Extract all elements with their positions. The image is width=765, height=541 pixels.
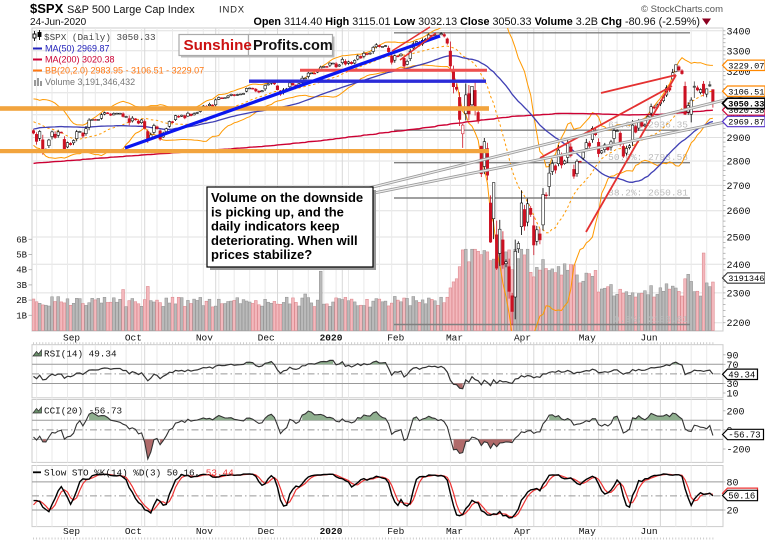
svg-text:Feb: Feb (387, 526, 404, 537)
svg-text:© StockCharts.com: © StockCharts.com (641, 4, 723, 15)
svg-text:Volume 3,191,346,432: Volume 3,191,346,432 (45, 77, 135, 87)
svg-text:Nov: Nov (196, 333, 213, 344)
svg-text:May: May (579, 333, 596, 344)
svg-text:4B: 4B (16, 266, 27, 276)
svg-text:90: 90 (727, 351, 739, 362)
svg-text:Profits.com: Profits.com (253, 38, 333, 54)
svg-text:10: 10 (727, 390, 739, 401)
svg-text:50.0%: 2793.58: 50.0%: 2793.58 (608, 152, 688, 163)
svg-text:Dec: Dec (258, 333, 275, 344)
svg-text:2300: 2300 (727, 289, 751, 300)
svg-text:May: May (579, 526, 596, 537)
svg-text:3106.51: 3106.51 (728, 87, 764, 97)
svg-text:200: 200 (727, 407, 745, 418)
svg-text:2900: 2900 (727, 134, 751, 145)
svg-text:3229.07: 3229.07 (728, 62, 764, 72)
svg-text:38.2%: 2650.81: 38.2%: 2650.81 (608, 188, 688, 199)
svg-text:$SPX (Daily) 3050.33: $SPX (Daily) 3050.33 (44, 32, 156, 43)
svg-text:Oct: Oct (125, 526, 142, 537)
svg-text:3191346: 3191346 (728, 274, 764, 284)
svg-text:3B: 3B (16, 281, 27, 291)
svg-text:Mar: Mar (446, 526, 463, 537)
svg-text:-200: -200 (727, 446, 751, 457)
svg-text:INDX: INDX (219, 5, 245, 16)
svg-text:Apr: Apr (514, 526, 531, 537)
svg-text:S&P 500 Large Cap Index: S&P 500 Large Cap Index (67, 4, 195, 16)
svg-text:deteriorating. When will: deteriorating. When will (211, 233, 358, 248)
svg-text:24-Jun-2020: 24-Jun-2020 (30, 17, 87, 28)
svg-text:30: 30 (727, 380, 739, 391)
svg-text:20: 20 (727, 507, 739, 518)
svg-text:MA(200) 3020.38: MA(200) 3020.38 (45, 55, 115, 65)
svg-text:70: 70 (727, 361, 739, 372)
svg-text:Sunshine: Sunshine (184, 37, 252, 54)
svg-text:2600: 2600 (727, 207, 751, 218)
svg-text:2020: 2020 (320, 526, 343, 537)
svg-text:Apr: Apr (514, 333, 531, 344)
svg-text:2400: 2400 (727, 261, 751, 272)
svg-text:Nov: Nov (196, 526, 213, 537)
svg-text:3020.38: 3020.38 (728, 106, 764, 116)
svg-text:RSI(14) 49.34: RSI(14) 49.34 (44, 349, 117, 360)
svg-text:Open 3114.40 High 3115.01 Low: Open 3114.40 High 3115.01 Low 3032.13 Cl… (253, 16, 700, 28)
svg-text:3050.33: 3050.33 (728, 100, 764, 110)
svg-text:Feb: Feb (387, 333, 404, 344)
svg-text:2B: 2B (16, 296, 27, 306)
svg-text:Slow STO %K(14) %D(3) 50.16, 5: Slow STO %K(14) %D(3) 50.16, 53.44 (44, 468, 234, 479)
svg-text:Sep: Sep (63, 526, 80, 537)
svg-text:-56.73: -56.73 (728, 431, 760, 441)
svg-text:$SPX: $SPX (30, 1, 64, 16)
svg-text:0.0%: 2188.61: 0.0%: 2188.61 (614, 314, 688, 325)
svg-text:CCI(20) -56.73: CCI(20) -56.73 (44, 406, 122, 417)
svg-text:is picking up, and the: is picking up, and the (211, 204, 344, 219)
svg-text:3400: 3400 (727, 27, 751, 38)
svg-text:daily indicators keep: daily indicators keep (211, 219, 340, 234)
svg-text:Sep: Sep (63, 333, 80, 344)
svg-text:2800: 2800 (727, 158, 751, 169)
svg-text:Mar: Mar (446, 333, 463, 344)
svg-text:MA(50) 2969.87: MA(50) 2969.87 (45, 44, 110, 54)
svg-text:Dec: Dec (258, 526, 275, 537)
svg-text:2020: 2020 (320, 333, 343, 344)
svg-text:Oct: Oct (125, 333, 142, 344)
svg-text:BB(20,2.0) 2983.95 - 3106.51 -: BB(20,2.0) 2983.95 - 3106.51 - 3229.07 (45, 66, 204, 76)
svg-text:50.16: 50.16 (728, 492, 755, 502)
svg-text:Jun: Jun (641, 333, 658, 344)
svg-text:5B: 5B (16, 251, 27, 261)
svg-text:6B: 6B (16, 235, 27, 245)
svg-text:80: 80 (727, 478, 739, 489)
svg-text:1B: 1B (16, 311, 27, 321)
svg-text:3200: 3200 (727, 68, 751, 79)
svg-text:2500: 2500 (727, 234, 751, 245)
svg-text:Volume on the downside: Volume on the downside (211, 190, 363, 205)
svg-text:49.34: 49.34 (728, 371, 755, 381)
svg-text:prices stabilize?: prices stabilize? (211, 247, 312, 262)
svg-text:3300: 3300 (727, 47, 751, 58)
svg-text:Jun: Jun (641, 526, 658, 537)
svg-text:2969.87: 2969.87 (728, 118, 764, 128)
svg-text:2700: 2700 (727, 182, 751, 193)
svg-text:2200: 2200 (727, 319, 751, 330)
